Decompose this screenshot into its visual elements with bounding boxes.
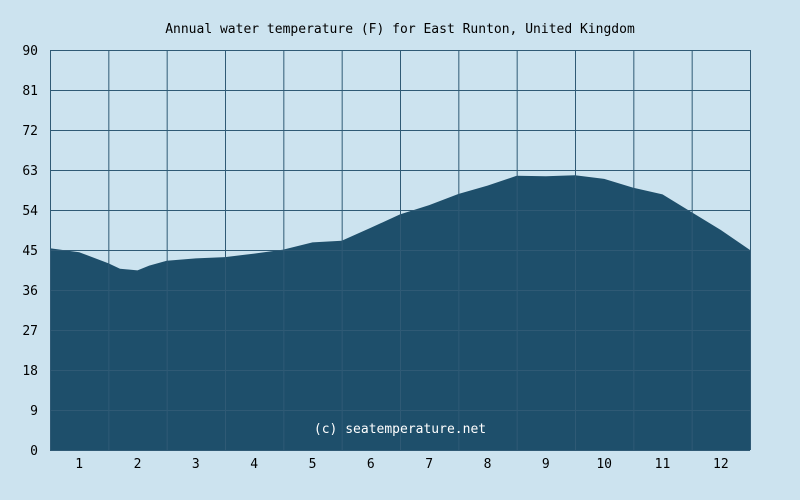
y-tick-label: 81 — [22, 84, 38, 99]
x-tick-label: 10 — [596, 457, 612, 472]
y-tick-label: 36 — [22, 284, 38, 299]
x-tick-label: 7 — [425, 457, 433, 472]
x-tick-label: 8 — [484, 457, 492, 472]
x-tick-label: 9 — [542, 457, 550, 472]
y-tick-label: 45 — [22, 244, 38, 259]
x-tick-label: 11 — [655, 457, 671, 472]
x-tick-label: 4 — [250, 457, 258, 472]
x-tick-label: 6 — [367, 457, 375, 472]
y-tick-label: 0 — [30, 444, 38, 459]
x-tick-label: 12 — [713, 457, 729, 472]
x-axis-ticks: 1 2 3 4 5 6 7 8 9 10 11 12 — [75, 457, 728, 472]
y-axis-ticks: 0 9 18 27 36 45 54 63 72 81 90 — [22, 44, 38, 459]
x-tick-label: 1 — [75, 457, 83, 472]
chart-title: Annual water temperature (F) for East Ru… — [165, 22, 635, 37]
y-tick-label: 54 — [22, 204, 38, 219]
y-tick-label: 72 — [22, 124, 38, 139]
grid-lines — [50, 50, 751, 451]
y-tick-label: 9 — [30, 404, 38, 419]
x-tick-label: 5 — [309, 457, 317, 472]
x-tick-label: 3 — [192, 457, 200, 472]
y-tick-label: 90 — [22, 44, 38, 59]
x-tick-label: 2 — [134, 457, 142, 472]
y-tick-label: 27 — [22, 324, 38, 339]
watermark: (c) seatemperature.net — [314, 422, 486, 437]
y-tick-label: 63 — [22, 164, 38, 179]
y-tick-label: 18 — [22, 364, 38, 379]
